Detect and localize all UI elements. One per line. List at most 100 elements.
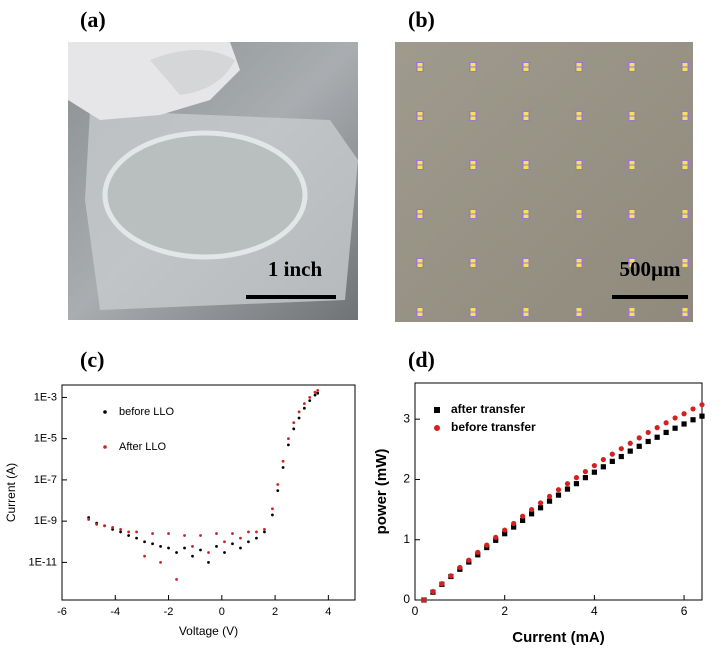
legend-label: before LLO <box>119 406 174 418</box>
point <box>573 475 580 481</box>
point <box>308 396 312 399</box>
point <box>127 530 130 534</box>
point <box>231 532 234 535</box>
point <box>627 440 633 446</box>
point <box>439 581 445 587</box>
point <box>143 554 146 558</box>
legend-marker <box>103 410 107 414</box>
y-axis-label: Current (A) <box>4 463 18 522</box>
point <box>119 530 122 534</box>
y-tick-label: 1E-11 <box>28 556 57 568</box>
point <box>475 549 481 555</box>
point <box>159 544 162 548</box>
point <box>654 425 660 431</box>
point <box>302 406 306 410</box>
photo-a <box>68 42 358 320</box>
point <box>287 437 290 441</box>
x-tick-label: -4 <box>110 606 120 618</box>
legend-label: After LLO <box>119 441 167 453</box>
legend-marker <box>434 425 440 431</box>
photo-b <box>395 42 693 322</box>
point <box>159 560 162 564</box>
y-tick-label: 1E-7 <box>34 474 57 486</box>
y-tick-label: 1 <box>403 532 410 546</box>
point <box>87 518 91 521</box>
point <box>167 532 170 535</box>
point <box>609 458 615 464</box>
point <box>297 416 301 420</box>
point <box>302 402 306 406</box>
point <box>135 536 138 540</box>
point <box>316 391 320 395</box>
scale-bar-label: 500µm <box>619 257 681 281</box>
point <box>573 481 580 487</box>
panel-label: (c) <box>80 347 104 372</box>
point <box>511 524 517 530</box>
y-tick-label: 1E-9 <box>34 515 57 527</box>
point <box>600 464 606 470</box>
point <box>271 507 274 511</box>
point <box>690 417 696 423</box>
point <box>151 542 154 546</box>
x-axis-label: Voltage (V) <box>179 624 238 638</box>
point <box>645 429 651 436</box>
point <box>699 402 705 408</box>
point <box>421 597 427 603</box>
point <box>600 456 606 463</box>
point <box>143 540 146 544</box>
point <box>191 554 194 558</box>
point <box>493 537 499 543</box>
point <box>591 469 597 475</box>
y-tick-label: 3 <box>403 411 410 425</box>
point <box>313 393 317 397</box>
y-tick-label: 1E-5 <box>34 433 57 445</box>
point <box>484 542 490 548</box>
point <box>223 551 226 554</box>
point <box>297 410 301 414</box>
point <box>207 551 210 554</box>
y-axis-label: power (mW) <box>373 449 390 535</box>
point <box>564 486 571 492</box>
point <box>636 435 642 441</box>
point <box>263 530 266 534</box>
y-tick-label: 2 <box>403 472 410 486</box>
point <box>528 506 535 513</box>
point <box>582 469 589 475</box>
panel-label: (a) <box>80 7 106 32</box>
point <box>502 527 508 533</box>
point <box>95 522 99 526</box>
point <box>287 443 290 447</box>
x-tick-label: -2 <box>164 606 174 618</box>
point <box>191 544 194 548</box>
x-tick-label: 0 <box>412 604 419 618</box>
point <box>271 513 274 517</box>
point <box>448 573 454 579</box>
point <box>281 466 285 469</box>
point <box>672 415 678 421</box>
point <box>183 546 186 550</box>
point <box>276 489 280 493</box>
point <box>103 524 107 528</box>
point <box>263 527 266 531</box>
point <box>215 544 218 548</box>
point <box>690 406 696 412</box>
point <box>281 459 285 463</box>
point <box>207 560 210 564</box>
point <box>537 500 544 506</box>
point <box>520 517 526 524</box>
legend-label: before transfer <box>451 420 536 434</box>
point <box>564 481 571 487</box>
point <box>239 546 242 550</box>
point <box>292 427 296 431</box>
point <box>151 532 154 535</box>
legend-label: after transfer <box>451 402 525 416</box>
point <box>555 492 562 498</box>
x-tick-label: 4 <box>591 604 598 618</box>
point <box>292 421 296 425</box>
plot-frame <box>61 384 356 601</box>
point <box>119 527 122 531</box>
point <box>457 564 463 571</box>
legend-marker <box>103 445 107 449</box>
point <box>308 399 312 403</box>
legend-marker <box>434 407 440 413</box>
